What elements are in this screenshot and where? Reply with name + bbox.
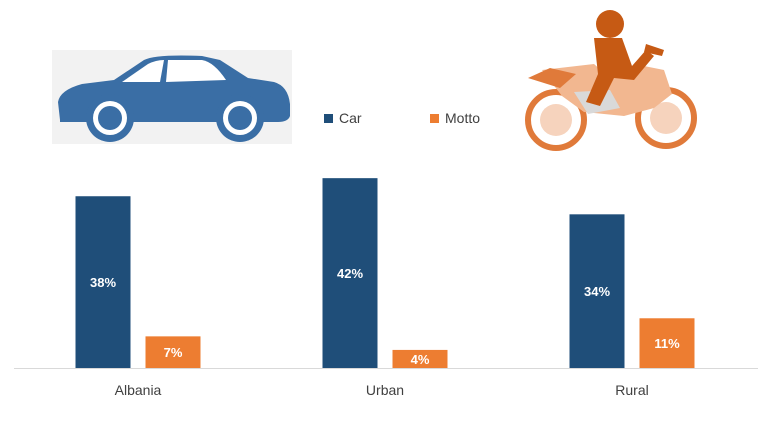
data-label-motto-urban: 4% [411,352,430,367]
data-label-car-urban: 42% [337,266,363,281]
bar-motto-urban [392,349,448,368]
data-label-motto-rural: 11% [654,336,680,351]
legend: Car Motto [324,110,536,126]
bar-car-urban [322,178,378,368]
data-label-car-albania: 38% [90,275,116,290]
data-label-motto-albania: 7% [164,345,183,360]
x-tick-label-urban: Urban [366,382,404,398]
bar-car-albania [75,196,131,368]
bar-motto-rural [639,318,695,368]
legend-item-motto: Motto [430,110,536,126]
motorcycle-icon [525,10,697,151]
x-tick-label-rural: Rural [615,382,648,398]
bar-motto-albania [145,336,201,368]
data-label-car-rural: 34% [584,284,610,299]
car-icon [52,50,292,144]
legend-swatch-car [324,113,333,123]
legend-swatch-motto [430,113,439,123]
legend-label-car: Car [339,110,362,126]
legend-label-motto: Motto [445,110,481,126]
legend-item-car: Car [324,110,430,126]
bar-car-rural [569,214,625,368]
x-tick-label-albania: Albania [115,382,162,398]
